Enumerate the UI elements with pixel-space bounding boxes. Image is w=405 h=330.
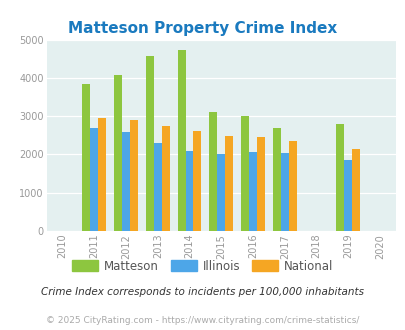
- Bar: [248, 152, 256, 231]
- Bar: [185, 150, 193, 231]
- Bar: [225, 136, 232, 231]
- Bar: [335, 124, 343, 231]
- Bar: [217, 154, 225, 231]
- Bar: [256, 137, 264, 231]
- Text: Matteson Property Crime Index: Matteson Property Crime Index: [68, 20, 337, 36]
- Bar: [241, 116, 248, 231]
- Bar: [161, 126, 169, 231]
- Bar: [130, 120, 138, 231]
- Bar: [288, 141, 296, 231]
- Text: Crime Index corresponds to incidents per 100,000 inhabitants: Crime Index corresponds to incidents per…: [41, 287, 364, 297]
- Text: © 2025 CityRating.com - https://www.cityrating.com/crime-statistics/: © 2025 CityRating.com - https://www.city…: [46, 315, 359, 325]
- Bar: [209, 112, 217, 231]
- Bar: [280, 153, 288, 231]
- Bar: [145, 56, 153, 231]
- Bar: [98, 118, 106, 231]
- Bar: [153, 143, 161, 231]
- Bar: [114, 75, 122, 231]
- Bar: [352, 149, 359, 231]
- Bar: [272, 128, 280, 231]
- Bar: [122, 132, 130, 231]
- Bar: [82, 83, 90, 231]
- Bar: [193, 131, 201, 231]
- Legend: Matteson, Illinois, National: Matteson, Illinois, National: [68, 255, 337, 278]
- Bar: [177, 50, 185, 231]
- Bar: [343, 160, 352, 231]
- Bar: [90, 128, 98, 231]
